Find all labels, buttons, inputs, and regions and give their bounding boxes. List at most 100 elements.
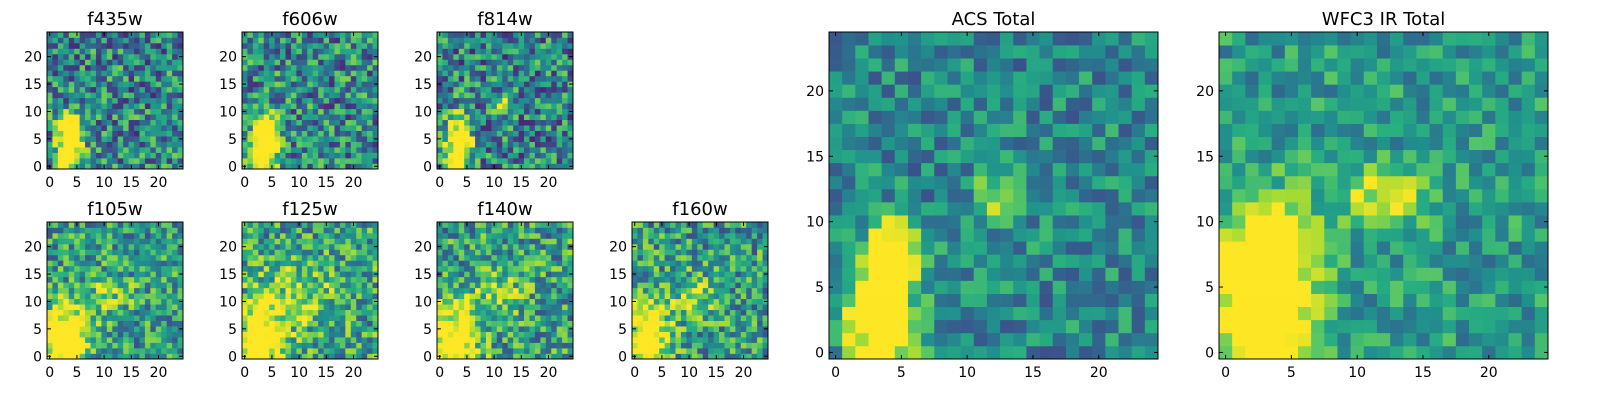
heatmap-cell bbox=[762, 238, 769, 245]
heatmap-cell bbox=[150, 97, 157, 104]
heatmap-cell bbox=[702, 243, 709, 250]
heatmap-cell bbox=[112, 70, 119, 77]
heatmap-cell bbox=[513, 254, 519, 261]
heatmap-cell bbox=[475, 337, 481, 343]
heatmap-cell bbox=[345, 342, 352, 349]
heatmap-cell bbox=[762, 331, 769, 338]
heatmap-cell bbox=[1144, 228, 1159, 242]
heatmap-cell bbox=[540, 276, 547, 283]
heatmap-cell bbox=[642, 271, 649, 278]
heatmap-cell bbox=[567, 48, 574, 55]
heatmap-cell bbox=[691, 287, 698, 294]
heatmap-cell bbox=[139, 42, 146, 49]
heatmap-cell bbox=[285, 147, 292, 153]
heatmap-cell bbox=[372, 70, 379, 77]
heatmap-cell bbox=[106, 147, 113, 153]
heatmap-cell bbox=[637, 227, 644, 234]
heatmap-cell bbox=[762, 222, 769, 228]
heatmap-cell bbox=[740, 282, 747, 289]
heatmap-cell bbox=[855, 241, 869, 255]
heatmap-cell bbox=[453, 337, 460, 343]
heatmap-cell bbox=[334, 48, 341, 55]
heatmap-cell bbox=[540, 70, 547, 77]
heatmap-cell bbox=[74, 265, 80, 272]
heatmap-cell bbox=[274, 42, 281, 49]
heatmap-cell bbox=[562, 130, 568, 137]
heatmap-cell bbox=[447, 348, 454, 354]
heatmap-cell bbox=[518, 227, 525, 234]
heatmap-cell bbox=[68, 136, 75, 142]
heatmap-cell bbox=[751, 238, 758, 245]
heatmap-cell bbox=[334, 103, 341, 110]
heatmap-cell bbox=[90, 42, 97, 49]
heatmap-cell bbox=[63, 353, 70, 360]
heatmap-cell bbox=[518, 114, 525, 121]
heatmap-cell bbox=[442, 125, 449, 131]
heatmap-cell bbox=[258, 37, 265, 44]
heatmap-cell bbox=[724, 331, 731, 338]
heatmap-cell bbox=[323, 59, 330, 66]
heatmap-cell bbox=[442, 158, 449, 164]
heatmap-cell bbox=[1105, 293, 1119, 308]
heatmap-cell bbox=[829, 280, 843, 294]
heatmap-cell bbox=[90, 152, 97, 159]
heatmap-cell bbox=[513, 53, 519, 60]
heatmap-cell bbox=[74, 227, 80, 234]
y-tick-label: 5 bbox=[228, 322, 237, 338]
heatmap-cell bbox=[502, 125, 509, 131]
heatmap-cell bbox=[453, 348, 460, 354]
heatmap-cell bbox=[101, 304, 108, 311]
heatmap-cell bbox=[356, 163, 363, 170]
heatmap-cell bbox=[68, 337, 75, 343]
heatmap-cell bbox=[708, 337, 714, 343]
heatmap-cell bbox=[258, 271, 265, 278]
heatmap-cell bbox=[540, 265, 547, 272]
heatmap-cell bbox=[323, 125, 330, 131]
heatmap-cell bbox=[323, 64, 330, 71]
heatmap-cell bbox=[269, 238, 275, 245]
heatmap-cell bbox=[57, 337, 64, 343]
heatmap-cell bbox=[90, 249, 97, 256]
heatmap-cell bbox=[95, 136, 102, 142]
heatmap-cell bbox=[648, 304, 655, 311]
heatmap-cell bbox=[442, 163, 449, 170]
heatmap-cell bbox=[329, 342, 335, 349]
heatmap-cell bbox=[719, 222, 725, 228]
heatmap-cell bbox=[280, 265, 286, 272]
heatmap-cell bbox=[57, 37, 64, 44]
heatmap-cell bbox=[480, 42, 487, 49]
heatmap-cell bbox=[242, 304, 248, 311]
heatmap-cell bbox=[551, 97, 558, 104]
heatmap-cell bbox=[921, 228, 935, 242]
heatmap-cell bbox=[85, 260, 91, 267]
heatmap-cell bbox=[934, 215, 948, 229]
heatmap-cell bbox=[1105, 254, 1119, 268]
heatmap-cell bbox=[496, 108, 503, 115]
heatmap-cell bbox=[128, 254, 135, 261]
heatmap-cell bbox=[52, 249, 59, 256]
heatmap-cell bbox=[85, 136, 91, 142]
heatmap-cell bbox=[751, 326, 758, 332]
heatmap-cell bbox=[458, 147, 465, 153]
heatmap-cell bbox=[334, 348, 341, 354]
heatmap-cell bbox=[247, 282, 254, 289]
heatmap-cell bbox=[724, 260, 731, 267]
heatmap-cell bbox=[632, 254, 638, 261]
heatmap-cell bbox=[1000, 345, 1014, 360]
heatmap-cell bbox=[729, 353, 736, 360]
heatmap-cell bbox=[513, 271, 519, 278]
heatmap-cell bbox=[719, 276, 725, 283]
heatmap-cell bbox=[161, 348, 168, 354]
heatmap-cell bbox=[79, 337, 86, 343]
heatmap-cell bbox=[675, 254, 682, 261]
heatmap-cell bbox=[123, 48, 129, 55]
heatmap-cell bbox=[458, 163, 465, 170]
heatmap-cell bbox=[496, 125, 503, 131]
heatmap-cell bbox=[934, 188, 948, 203]
heatmap-cell bbox=[529, 243, 536, 250]
heatmap-cell bbox=[986, 215, 1001, 229]
heatmap-cell bbox=[1065, 306, 1080, 321]
heatmap-cell bbox=[719, 287, 725, 294]
heatmap-cell bbox=[480, 37, 487, 44]
heatmap-cell bbox=[648, 287, 655, 294]
